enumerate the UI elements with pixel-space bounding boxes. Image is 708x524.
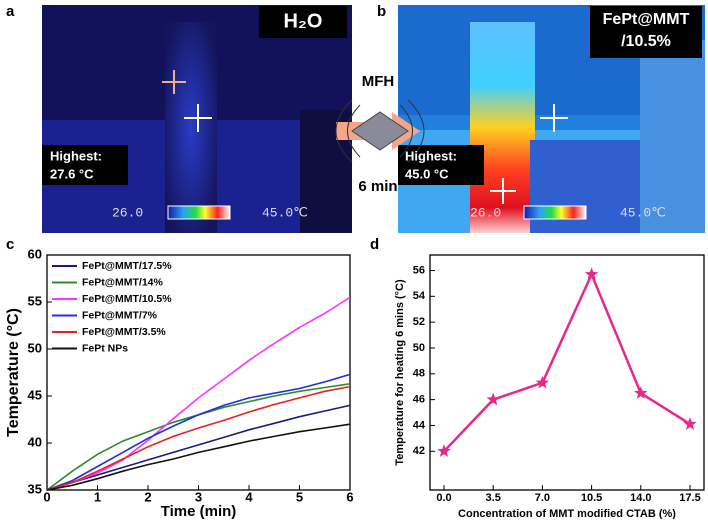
panel-title: H₂O [284,10,323,32]
y-axis-title: Temperature for heating 6 mins (°C) [394,279,406,466]
star-marker [535,375,550,389]
series-line [46,404,351,491]
series-line [46,296,351,491]
legend-label: FePt@MMT/10.5% [82,293,172,305]
y-tick-label: 50 [413,342,425,354]
scale-max: 45.0℃ [620,205,666,220]
thermal-image-a [42,5,352,233]
star-marker [584,267,599,280]
center-label: MFH [362,73,395,90]
x-tick-label: 2 [144,489,151,504]
thermal-image-b [398,5,705,233]
legend-label: FePt@MMT/7% [82,309,158,321]
mfh-arrow [335,99,425,163]
x-tick-label: 10.5 [581,492,602,504]
series-line [46,373,351,491]
highest-label: Highest: [50,148,102,163]
scale-max: 45.0℃ [262,205,308,220]
legend-label: FePt@MMT/3.5% [82,326,166,338]
star-marker [486,392,500,406]
panel-title: /10.5% [621,33,671,50]
y-tick-label: 44 [413,419,426,431]
x-tick-label: 4 [245,489,253,504]
y-tick-label: 54 [413,290,426,302]
x-tick-label: 1 [94,489,101,504]
legend-label: FePt@MMT/17.5% [82,260,172,272]
panel-label: b [377,3,386,20]
y-tick-label: 45 [28,387,42,402]
series-line [443,271,691,453]
plot-frame [429,254,705,491]
highest-label: Highest: [405,148,457,163]
y-tick-label: 35 [28,481,42,496]
highest-value: 27.6 °C [50,166,94,181]
panel-label: d [370,236,379,253]
legend-label: FePt@MMT/14% [82,276,163,288]
scale-min: 26.0 [112,205,143,220]
panel-label: a [6,3,15,20]
panel-title: FePt@MMT [603,11,690,28]
y-tick-label: 46 [413,394,425,406]
legend-label: FePt NPs [82,342,128,354]
center-label: 6 min [358,178,397,195]
highest-value: 45.0 °C [405,166,449,181]
y-tick-label: 42 [413,445,425,457]
star-marker [683,417,697,430]
y-tick-label: 48 [413,368,425,380]
x-tick-label: 0.0 [436,492,451,504]
x-tick-label: 0 [43,489,50,504]
scale-min: 26.0 [470,205,501,220]
x-tick-label: 17.5 [679,492,700,504]
y-tick-label: 52 [413,316,425,328]
star-marker [437,444,451,457]
star-marker [634,386,648,399]
x-axis-title: Concentration of MMT modified CTAB (%) [458,508,676,519]
x-axis-title: Time (min) [161,503,237,519]
plot-frame [46,254,351,491]
series-line [46,385,351,491]
x-tick-label: 5 [296,489,303,504]
y-axis-title: Temperature (°C) [5,308,22,437]
x-tick-label: 3 [195,489,202,504]
series-line [46,423,351,491]
y-tick-label: 56 [413,264,425,276]
x-tick-label: 3.5 [486,492,501,504]
y-tick-label: 60 [28,246,42,261]
y-tick-label: 50 [28,340,42,355]
panel-label: c [6,236,14,253]
x-tick-label: 14.0 [630,492,651,504]
y-tick-label: 55 [28,293,42,308]
y-tick-label: 40 [28,434,42,449]
x-tick-label: 6 [346,489,353,504]
x-tick-label: 7.0 [535,492,550,504]
